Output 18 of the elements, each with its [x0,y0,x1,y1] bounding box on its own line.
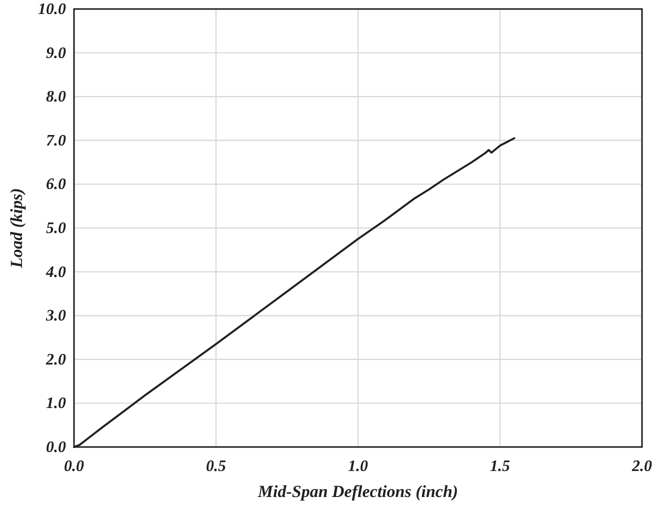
x-tick-label: 1.0 [348,458,368,475]
y-tick-label: 8.0 [46,88,66,106]
x-tick-label: 0.0 [64,458,84,475]
x-axis-title: Mid-Span Deflections (inch) [256,482,458,501]
x-tick-label: 0.5 [206,458,226,475]
y-tick-label: 9.0 [46,44,66,62]
x-tick-label: 1.5 [490,458,510,475]
y-tick-label: 0.0 [46,439,66,456]
y-tick-label: 6.0 [46,176,66,194]
y-tick-label: 5.0 [46,220,66,237]
x-tick-label: 2.0 [631,458,652,475]
y-tick-label: 1.0 [46,395,66,412]
y-tick-label: 7.0 [46,132,66,150]
y-tick-label: 2.0 [45,351,66,368]
y-axis-title: Load (kips) [7,188,26,269]
y-tick-label: 3.0 [45,308,66,325]
y-tick-label: 10.0 [38,1,66,18]
y-tick-label: 4.0 [45,264,66,281]
